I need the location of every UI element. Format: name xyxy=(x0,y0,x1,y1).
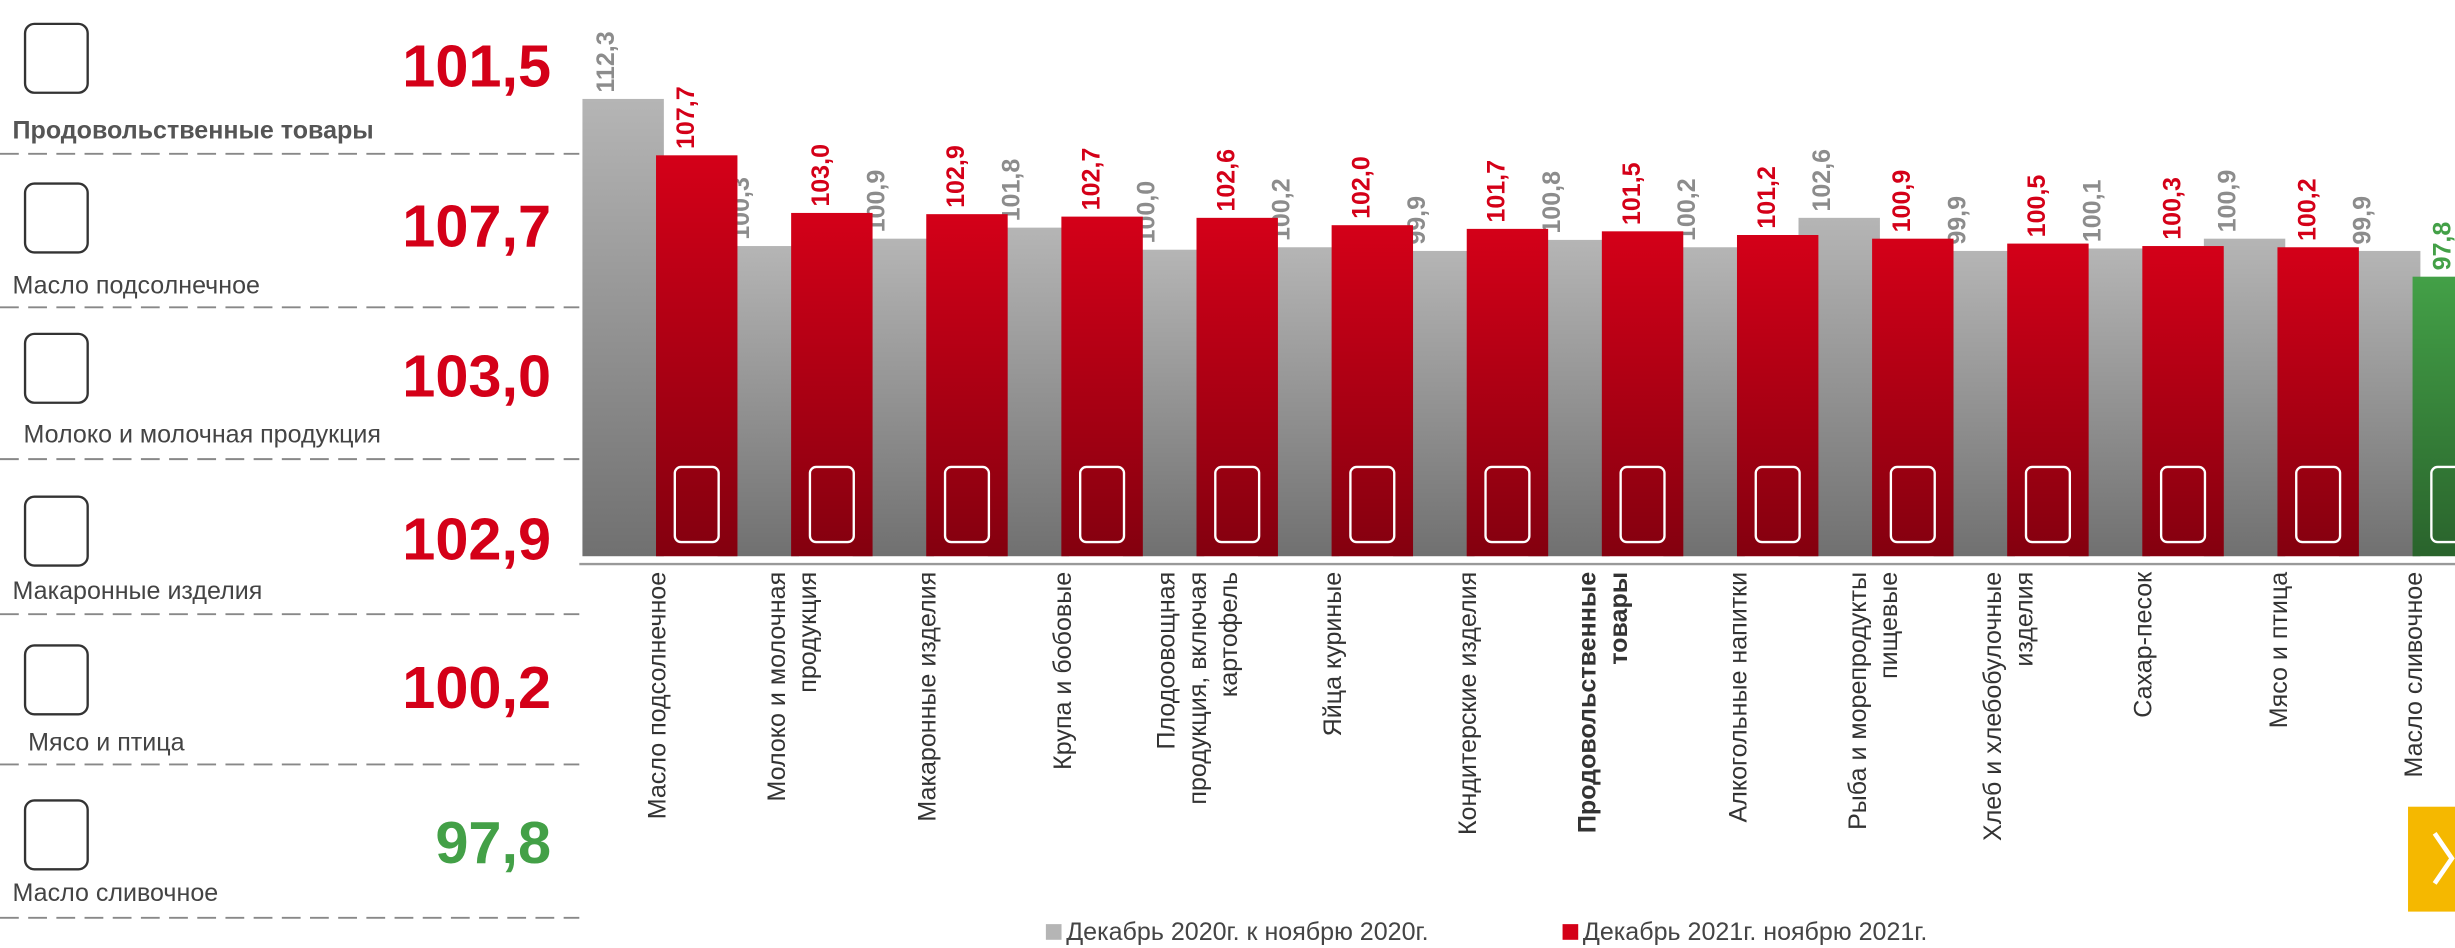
bar-shade xyxy=(1331,225,1414,557)
value-label: 100,8 xyxy=(1538,171,1566,234)
value-label: 100,2 xyxy=(1673,178,1701,241)
category-label: Рыба и морепродукты пищевые xyxy=(1844,572,1903,830)
item-label: Продовольственные товары xyxy=(13,117,374,145)
product-icon xyxy=(2430,465,2455,544)
item-icon xyxy=(23,22,89,94)
product-icon xyxy=(1214,465,1261,544)
item-label: Масло сливочное xyxy=(13,879,219,907)
item-value: 97,8 xyxy=(435,809,551,876)
item-value: 107,7 xyxy=(402,192,551,259)
item-icon xyxy=(23,182,89,254)
value-label: 100,9 xyxy=(1888,170,1916,233)
item-value: 101,5 xyxy=(402,33,551,100)
item-label: Молоко и молочная продукция xyxy=(23,420,381,448)
product-icon xyxy=(1484,465,1531,544)
value-label: 100,1 xyxy=(2078,179,2106,242)
value-label: 100,2 xyxy=(2293,178,2321,241)
category-label: Масло подсолнечное xyxy=(643,572,671,819)
product-icon xyxy=(1889,465,1936,544)
value-label: 99,9 xyxy=(2349,196,2377,245)
arrow-icon xyxy=(2432,831,2455,885)
product-icon xyxy=(943,465,991,544)
bar-shade xyxy=(1061,216,1143,557)
legend-swatch xyxy=(1562,924,1579,940)
bar-shade xyxy=(2142,246,2224,557)
value-label: 107,7 xyxy=(672,86,700,149)
bar-shade xyxy=(1601,231,1684,557)
item-icon xyxy=(23,799,89,871)
bar-shade xyxy=(1872,238,1954,557)
item-label: Макаронные изделия xyxy=(13,577,263,605)
value-label: 103,0 xyxy=(807,144,835,207)
category-label: Мясо и птица xyxy=(2265,572,2293,728)
category-label: Молоко и молочная продукция xyxy=(763,572,822,802)
product-icon xyxy=(1619,465,1666,544)
value-label: 101,5 xyxy=(1618,162,1646,225)
product-icon xyxy=(1078,465,1126,544)
product-icon xyxy=(808,465,855,544)
category-label: Сахар-песок xyxy=(2130,571,2158,718)
value-label: 100,5 xyxy=(2023,175,2051,238)
bar-shade xyxy=(926,214,1008,557)
value-label: 101,7 xyxy=(1483,160,1511,223)
value-label: 97,8 xyxy=(2429,222,2455,271)
bar-shade xyxy=(1196,217,1278,557)
bar-shade xyxy=(791,212,873,557)
category-label: Яйца куриные xyxy=(1319,572,1347,736)
category-label: Алкогольные напитки xyxy=(1724,572,1752,823)
value-label: 102,6 xyxy=(1808,149,1836,212)
product-icon xyxy=(1754,465,1801,544)
bar-shade xyxy=(582,98,664,557)
legend-label: Декабрь 2020г. к ноябрю 2020г. xyxy=(1066,918,1428,946)
item-label: Мясо и птица xyxy=(28,729,184,757)
bar-shade xyxy=(2277,247,2359,557)
product-icon xyxy=(673,465,720,544)
bar-shade xyxy=(2412,276,2455,557)
category-label: Макаронные изделия xyxy=(914,572,942,822)
item-label: Масло подсолнечное xyxy=(13,272,260,300)
category-label: Крупа и бобовые xyxy=(1049,572,1077,770)
value-label: 112,3 xyxy=(592,31,620,92)
value-label: 100,9 xyxy=(2214,170,2242,233)
product-icon xyxy=(2295,465,2342,544)
category-label: Продовольственные товары xyxy=(1574,572,1633,833)
product-icon xyxy=(1349,465,1396,544)
value-label: 102,0 xyxy=(1348,156,1376,219)
value-label: 102,7 xyxy=(1077,148,1105,211)
bar-shade xyxy=(656,155,738,557)
item-value: 102,9 xyxy=(402,505,551,572)
category-label: Хлеб и хлебобулочные изделия xyxy=(1979,572,2038,841)
value-label: 100,3 xyxy=(2158,177,2186,240)
value-label: 99,9 xyxy=(1943,196,1971,245)
item-value: 100,2 xyxy=(402,654,551,721)
category-label: Масло сливочное xyxy=(2400,572,2428,778)
category-label: Плодоовощная продукция, включая картофель xyxy=(1153,572,1244,805)
item-icon xyxy=(23,644,89,716)
product-icon xyxy=(2024,465,2072,544)
legend-label: Декабрь 2021г. ноябрю 2021г. xyxy=(1583,918,1927,946)
category-label: Кондитерские изделия xyxy=(1454,572,1482,835)
item-icon xyxy=(23,495,89,567)
product-icon xyxy=(2159,465,2207,544)
bar-shade xyxy=(1736,235,1819,557)
item-icon xyxy=(23,332,89,404)
value-label: 101,8 xyxy=(997,159,1025,222)
value-label: 101,2 xyxy=(1753,166,1781,229)
bar-shade xyxy=(1466,228,1549,557)
value-label: 102,6 xyxy=(1212,149,1240,212)
next-button[interactable] xyxy=(2408,806,2455,912)
item-value: 103,0 xyxy=(402,343,551,410)
value-label: 102,9 xyxy=(942,145,970,208)
legend-swatch xyxy=(1045,924,1062,940)
bar-shade xyxy=(2007,243,2089,557)
